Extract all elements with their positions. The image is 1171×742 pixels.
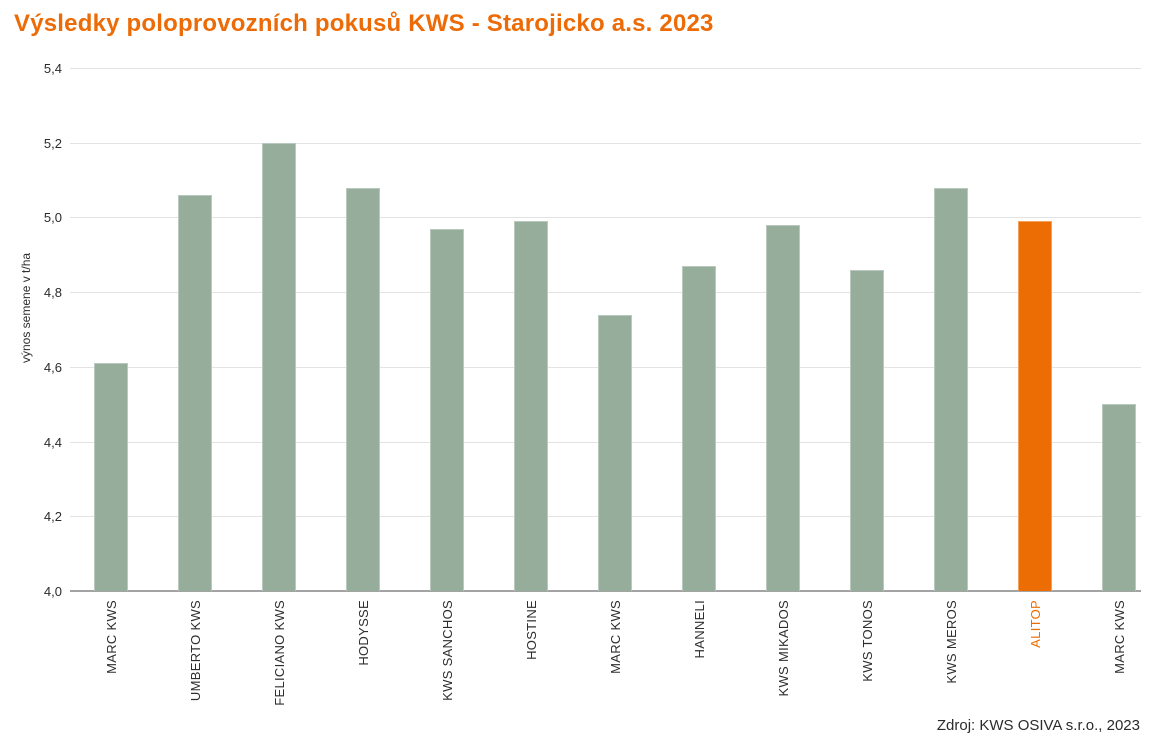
x-axis-line: [70, 590, 1141, 592]
y-tick-label-4,0: 4,0: [43, 584, 62, 599]
bar-kws-mikados-8: [766, 224, 800, 591]
category-label-hanneli-7: HANNELI: [692, 600, 707, 659]
category-label-kws-tonos-9: KWS TONOS: [860, 600, 875, 682]
category-label-hodysse-3: HODYSSE: [356, 600, 371, 666]
category-label-hostine-5: HOSTINE: [524, 600, 539, 660]
gridline-4,8: [70, 292, 1141, 294]
gridline-5,2: [70, 142, 1141, 144]
bar-kws-tonos-9: [850, 269, 884, 591]
bar-umberto-kws-1: [178, 195, 212, 591]
bar-marc-kws-6: [598, 314, 632, 591]
chart-title: Výsledky poloprovozních pokusů KWS - Sta…: [14, 10, 714, 37]
bar-kws-meros-10: [934, 187, 968, 591]
bar-kws-sanchos-4: [430, 228, 464, 591]
y-tick-label-5,2: 5,2: [43, 135, 62, 151]
y-tick-label-4,6: 4,6: [43, 359, 62, 375]
category-label-kws-meros-10: KWS MEROS: [944, 600, 959, 684]
category-label-marc-kws-12: MARC KWS: [1112, 600, 1127, 674]
y-tick-label-4,2: 4,2: [43, 509, 62, 525]
category-label-marc-kws-0: MARC KWS: [104, 600, 119, 674]
category-label-feliciano-kws-2: FELICIANO KWS: [272, 600, 287, 706]
bar-alitop-11: [1018, 221, 1052, 591]
bar-hanneli-7: [682, 266, 716, 591]
y-axis-title: výnos semene v t/ha: [19, 252, 33, 363]
bar-marc-kws-0: [94, 363, 128, 591]
gridline-5,4: [70, 68, 1141, 69]
bar-feliciano-kws-2: [262, 142, 296, 591]
y-tick-label-4,8: 4,8: [43, 285, 62, 301]
category-label-marc-kws-6: MARC KWS: [608, 600, 623, 674]
y-tick-label-5,4: 5,4: [43, 61, 62, 76]
bar-hodysse-3: [346, 187, 380, 591]
gridline-5,0: [70, 217, 1141, 219]
category-label-umberto-kws-1: UMBERTO KWS: [188, 600, 203, 702]
bar-hostine-5: [514, 221, 548, 591]
plot-area: [70, 68, 1141, 592]
category-label-kws-mikados-8: KWS MIKADOS: [776, 600, 791, 697]
bar-marc-kws-12: [1102, 404, 1136, 591]
category-label-alitop-11: ALITOP: [1028, 600, 1043, 648]
category-label-kws-sanchos-4: KWS SANCHOS: [440, 600, 455, 701]
source-note: Zdroj: KWS OSIVA s.r.o., 2023: [936, 717, 1140, 734]
y-tick-label-4,4: 4,4: [43, 434, 62, 450]
y-tick-label-5,0: 5,0: [43, 210, 62, 226]
